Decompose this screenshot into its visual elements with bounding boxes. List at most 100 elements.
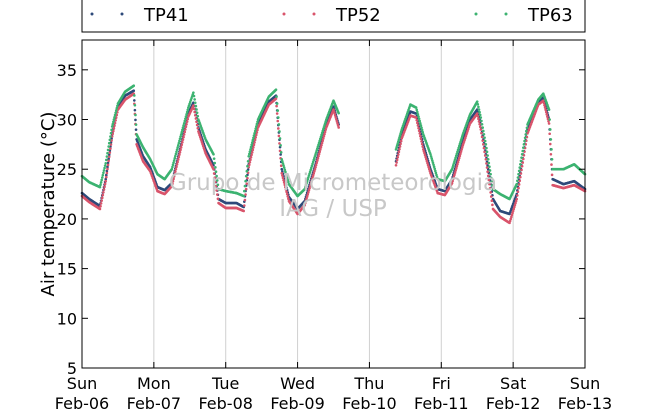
data-point: [546, 115, 549, 118]
data-point: [285, 176, 289, 180]
data-point: [186, 117, 190, 121]
data-point: [398, 145, 402, 148]
data-point: [417, 115, 420, 118]
data-point: [250, 153, 253, 157]
data-point: [482, 146, 486, 150]
data-point: [510, 213, 514, 217]
data-point: [314, 163, 318, 167]
legend-label: TP41: [143, 5, 189, 26]
data-point: [414, 116, 418, 119]
data-point: [133, 108, 137, 112]
data-point: [184, 128, 187, 131]
data-point: [278, 142, 281, 145]
data-point: [312, 172, 316, 175]
data-point: [249, 148, 252, 151]
data-point: [115, 106, 119, 110]
data-point: [419, 137, 423, 141]
data-point: [548, 118, 551, 121]
data-point: [313, 168, 317, 171]
data-point: [114, 109, 118, 112]
data-point: [284, 170, 287, 173]
data-point: [287, 180, 290, 184]
data-point: [423, 154, 427, 157]
data-point: [479, 116, 483, 119]
x-tick-label-date: Feb-08: [198, 394, 252, 409]
data-point: [105, 175, 108, 179]
data-point: [103, 182, 107, 186]
data-point: [336, 122, 339, 125]
data-point: [314, 165, 317, 169]
data-point: [178, 150, 182, 154]
x-tick-label-day: Thu: [353, 374, 384, 393]
data-point: [252, 143, 256, 147]
data-point: [316, 159, 319, 162]
data-point: [431, 161, 435, 164]
data-point: [488, 165, 491, 169]
data-point: [192, 94, 196, 98]
data-point: [395, 146, 398, 149]
data-point: [419, 134, 422, 138]
data-point: [489, 195, 493, 198]
data-point: [114, 111, 117, 115]
data-point: [320, 143, 323, 147]
data-point: [283, 168, 287, 171]
data-point: [488, 182, 491, 186]
data-point: [173, 157, 177, 160]
data-point: [277, 116, 280, 119]
data-point: [275, 104, 278, 108]
data-point: [212, 167, 215, 171]
data-point: [304, 201, 307, 205]
data-point: [247, 154, 251, 158]
data-point: [419, 124, 423, 127]
data-point: [317, 152, 321, 156]
data-point: [426, 161, 429, 165]
data-point: [180, 130, 184, 134]
data-point: [275, 102, 279, 105]
data-point: [194, 104, 198, 108]
data-point: [544, 110, 548, 114]
data-point: [133, 94, 136, 97]
data-point: [398, 136, 401, 139]
data-point: [181, 140, 184, 144]
data-point: [480, 131, 483, 135]
data-point: [280, 157, 284, 161]
data-point: [244, 179, 247, 183]
data-point: [313, 170, 316, 173]
data-point: [432, 165, 436, 169]
data-point: [104, 161, 108, 165]
data-point: [286, 178, 290, 182]
data-point: [414, 106, 418, 109]
data-point: [511, 209, 515, 213]
data-point: [184, 115, 188, 118]
data-point: [177, 155, 181, 159]
data-point: [244, 174, 248, 178]
data-point: [252, 134, 256, 137]
data-point: [417, 126, 420, 130]
data-point: [322, 137, 325, 140]
y-axis-ticks: 5 10 15 20 25 30 35: [57, 61, 585, 378]
data-point: [394, 163, 398, 167]
data-point: [483, 150, 486, 154]
data-point: [279, 144, 282, 147]
data-point: [171, 179, 175, 183]
data-point: [514, 201, 517, 205]
data-point: [99, 183, 102, 187]
data-point: [511, 211, 514, 215]
data-point: [185, 122, 188, 126]
data-point: [525, 129, 528, 133]
data-point: [308, 184, 312, 188]
data-point: [547, 122, 551, 125]
data-point: [105, 171, 109, 175]
data-point: [99, 181, 103, 184]
data-point: [196, 126, 200, 130]
data-point: [517, 169, 521, 173]
data-point: [112, 118, 116, 121]
data-point: [415, 118, 419, 122]
data-point: [433, 167, 437, 171]
data-point: [523, 136, 527, 140]
data-point: [192, 107, 196, 111]
x-tick-label-day: Wed: [280, 374, 315, 393]
data-point: [547, 108, 551, 111]
data-point: [477, 105, 480, 109]
data-point: [542, 99, 545, 102]
